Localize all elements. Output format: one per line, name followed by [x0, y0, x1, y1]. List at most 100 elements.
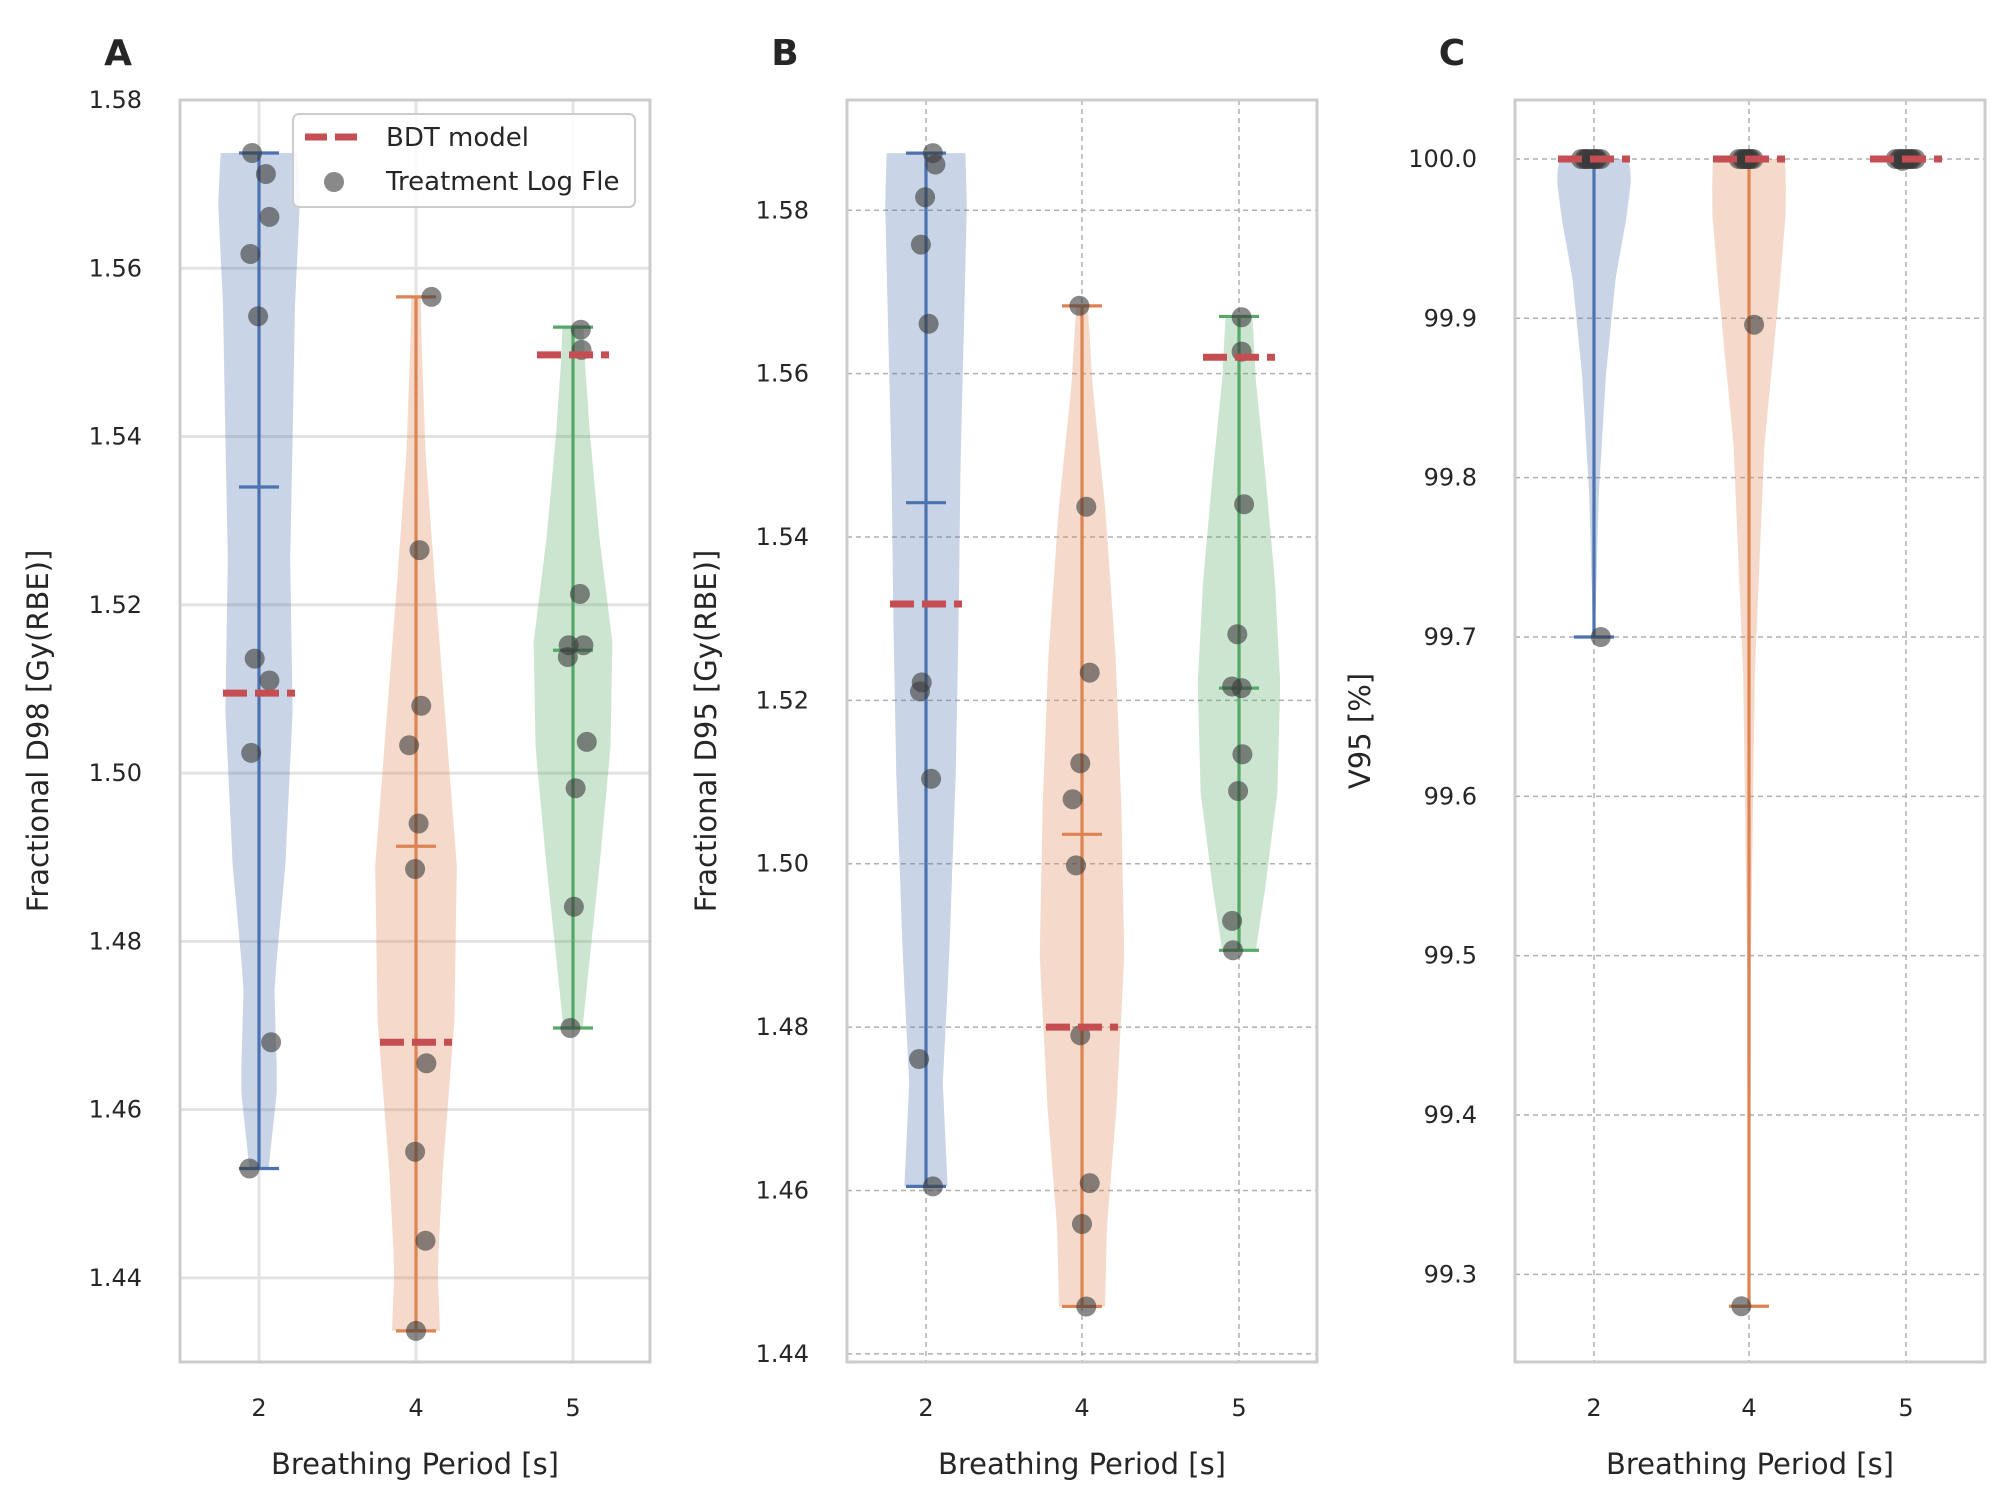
x-tick-label: 5 [565, 1394, 580, 1422]
data-point [406, 1320, 426, 1341]
data-point [1079, 662, 1100, 683]
y-tick-label: 99.7 [1424, 623, 1477, 651]
data-point [910, 681, 930, 702]
data-point [416, 1053, 437, 1074]
data-point [1744, 314, 1765, 335]
y-tick-label: 1.58 [756, 196, 809, 224]
y-axis-label: V95 [%] [1343, 673, 1377, 789]
y-tick-label: 1.54 [756, 523, 809, 551]
legend-box [292, 113, 636, 208]
y-tick-label: 99.4 [1424, 1101, 1477, 1129]
x-tick-label: 5 [1231, 1394, 1246, 1422]
y-tick-label: 99.6 [1424, 782, 1477, 810]
data-point [1232, 744, 1253, 765]
data-point [560, 1018, 581, 1038]
data-point [925, 154, 946, 175]
data-point [411, 695, 432, 716]
data-point [405, 859, 426, 879]
data-point [569, 583, 590, 604]
y-tick-label: 99.3 [1424, 1260, 1477, 1288]
panel-label: A [104, 33, 132, 74]
y-tick-label: 1.56 [756, 360, 809, 388]
data-point [241, 742, 262, 763]
axes-frame [1513, 98, 1987, 1364]
data-point [918, 313, 939, 334]
data-point [405, 1141, 426, 1162]
legend: BDT model Treatment Log Fle [292, 113, 636, 208]
data-point [1234, 494, 1255, 515]
data-point [563, 896, 584, 917]
legend-points-swatch [324, 172, 344, 192]
data-point [557, 647, 578, 667]
y-axis-label: Fractional D98 [Gy(RBE)] [21, 550, 55, 913]
data-point [565, 778, 586, 799]
panel-c: 99.3 99.4 99.5 99.6 99.7 99.8 99.9 100.0 2 4 5 C Bre… [1343, 33, 1987, 1481]
panel-label: B [771, 33, 798, 74]
y-tick-label: 1.46 [756, 1176, 809, 1204]
data-point [1070, 753, 1091, 774]
x-tick-label: 4 [408, 1394, 423, 1422]
data-point [259, 206, 280, 227]
data-point [915, 187, 936, 208]
data-point [415, 1230, 436, 1251]
data-point [1069, 295, 1090, 316]
x-axis-label: Breathing Period [s] [938, 1447, 1226, 1481]
y-tick-label: 1.44 [756, 1340, 809, 1368]
data-point [248, 306, 269, 327]
y-tick-label: 1.48 [89, 927, 142, 955]
data-point [408, 813, 429, 834]
data-point [576, 731, 597, 752]
x-tick-label: 2 [918, 1394, 933, 1422]
data-point [909, 1049, 930, 1069]
data-point [910, 234, 931, 255]
data-point [1590, 627, 1611, 647]
panel-b: 1.44 1.46 1.48 1.50 1.52 1.54 1.56 1.58 2 4 5 B Brea… [689, 33, 1319, 1481]
y-tick-label: 99.8 [1424, 464, 1477, 492]
legend-bdt-label: BDT model [386, 123, 529, 153]
data-point [1731, 1296, 1752, 1317]
x-tick-label: 4 [1741, 1394, 1756, 1422]
y-tick-label: 1.56 [89, 254, 142, 282]
axes-frame [178, 98, 652, 1364]
data-point [1066, 855, 1086, 876]
data-point [1222, 910, 1243, 931]
data-point [242, 143, 263, 163]
data-point [409, 540, 430, 561]
data-point [1062, 789, 1083, 810]
y-tick-label: 1.46 [89, 1096, 142, 1124]
data-point [570, 319, 591, 340]
y-tick-label: 1.44 [89, 1264, 142, 1292]
y-tick-label: 1.50 [756, 850, 809, 878]
y-tick-label: 1.58 [89, 86, 142, 114]
y-tick-label: 1.48 [756, 1013, 809, 1041]
data-point [1076, 496, 1097, 517]
data-point [922, 1176, 943, 1197]
y-tick-label: 100.0 [1408, 145, 1477, 173]
panel-label: C [1439, 33, 1465, 74]
x-tick-label: 5 [1898, 1394, 1913, 1422]
data-point [1227, 624, 1248, 645]
x-tick-label: 2 [251, 1394, 266, 1422]
data-point [240, 244, 261, 264]
legend-points-label: Treatment Log Fle [385, 167, 619, 197]
x-tick-label: 4 [1074, 1394, 1089, 1422]
y-tick-label: 99.5 [1424, 942, 1477, 970]
data-point [573, 635, 594, 656]
data-point [1228, 781, 1249, 801]
y-tick-label: 99.9 [1424, 304, 1477, 332]
data-point [1079, 1173, 1100, 1194]
y-axis-label: Fractional D95 [Gy(RBE)] [689, 550, 723, 913]
data-point [921, 768, 942, 789]
data-point [1231, 307, 1252, 328]
x-tick-label: 2 [1586, 1394, 1601, 1422]
y-tick-label: 1.52 [89, 591, 142, 619]
data-point [1072, 1214, 1092, 1234]
data-point [244, 648, 265, 669]
axes-frame [845, 98, 1319, 1364]
y-tick-label: 1.52 [756, 686, 809, 714]
panel-a: 1.44 1.46 1.48 1.50 1.52 1.54 1.56 1.58 2 4 5 A Brea… [21, 33, 652, 1481]
y-tick-label: 1.54 [89, 423, 142, 451]
data-point [1231, 678, 1252, 699]
data-point [399, 735, 420, 756]
data-point [1223, 940, 1243, 961]
